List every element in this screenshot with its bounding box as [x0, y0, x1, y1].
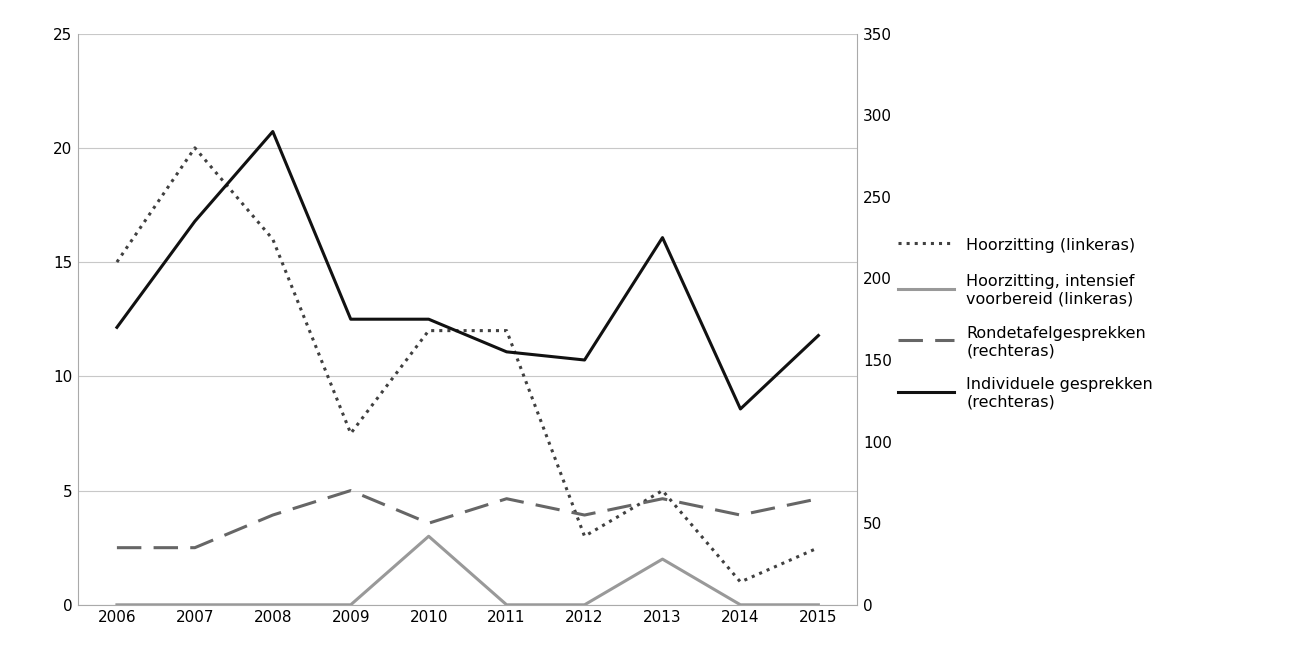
Rondetafelgesprekken
(rechteras)	[421, 519, 436, 528]
Hoorzitting (linkeras)	[577, 532, 592, 540]
Individuele gesprekken
(rechteras)	[577, 356, 592, 364]
Individuele gesprekken
(rechteras)	[733, 405, 748, 413]
Line: Rondetafelgesprekken
(rechteras): Rondetafelgesprekken (rechteras)	[117, 491, 818, 548]
Rondetafelgesprekken
(rechteras)	[577, 511, 592, 519]
Hoorzitting (linkeras)	[265, 235, 281, 243]
Hoorzitting (linkeras)	[421, 327, 436, 335]
Rondetafelgesprekken
(rechteras)	[187, 544, 203, 552]
Hoorzitting, intensief
voorbereid (linkeras)	[499, 601, 514, 609]
Hoorzitting, intensief
voorbereid (linkeras)	[343, 601, 359, 609]
Individuele gesprekken
(rechteras)	[265, 128, 281, 136]
Rondetafelgesprekken
(rechteras)	[655, 495, 670, 503]
Hoorzitting, intensief
voorbereid (linkeras)	[265, 601, 281, 609]
Individuele gesprekken
(rechteras)	[343, 315, 359, 323]
Rondetafelgesprekken
(rechteras)	[811, 495, 826, 503]
Individuele gesprekken
(rechteras)	[421, 315, 436, 323]
Hoorzitting, intensief
voorbereid (linkeras)	[655, 555, 670, 563]
Rondetafelgesprekken
(rechteras)	[733, 511, 748, 519]
Individuele gesprekken
(rechteras)	[499, 348, 514, 356]
Rondetafelgesprekken
(rechteras)	[499, 495, 514, 503]
Hoorzitting, intensief
voorbereid (linkeras)	[187, 601, 203, 609]
Rondetafelgesprekken
(rechteras)	[109, 544, 125, 552]
Hoorzitting (linkeras)	[109, 258, 125, 266]
Line: Individuele gesprekken
(rechteras): Individuele gesprekken (rechteras)	[117, 132, 818, 409]
Hoorzitting (linkeras)	[811, 544, 826, 552]
Legend: Hoorzitting (linkeras), Hoorzitting, intensief
voorbereid (linkeras), Rondetafel: Hoorzitting (linkeras), Hoorzitting, int…	[898, 235, 1154, 410]
Hoorzitting, intensief
voorbereid (linkeras)	[577, 601, 592, 609]
Hoorzitting (linkeras)	[343, 429, 359, 437]
Individuele gesprekken
(rechteras)	[655, 234, 670, 242]
Individuele gesprekken
(rechteras)	[811, 331, 826, 339]
Hoorzitting (linkeras)	[499, 327, 514, 335]
Hoorzitting (linkeras)	[187, 144, 203, 152]
Hoorzitting, intensief
voorbereid (linkeras)	[733, 601, 748, 609]
Hoorzitting (linkeras)	[733, 578, 748, 586]
Line: Hoorzitting, intensief
voorbereid (linkeras): Hoorzitting, intensief voorbereid (linke…	[117, 536, 818, 605]
Hoorzitting, intensief
voorbereid (linkeras)	[811, 601, 826, 609]
Individuele gesprekken
(rechteras)	[109, 323, 125, 331]
Rondetafelgesprekken
(rechteras)	[343, 487, 359, 495]
Hoorzitting (linkeras)	[655, 487, 670, 495]
Hoorzitting, intensief
voorbereid (linkeras)	[109, 601, 125, 609]
Hoorzitting, intensief
voorbereid (linkeras)	[421, 532, 436, 540]
Individuele gesprekken
(rechteras)	[187, 217, 203, 225]
Line: Hoorzitting (linkeras): Hoorzitting (linkeras)	[117, 148, 818, 582]
Rondetafelgesprekken
(rechteras)	[265, 511, 281, 519]
